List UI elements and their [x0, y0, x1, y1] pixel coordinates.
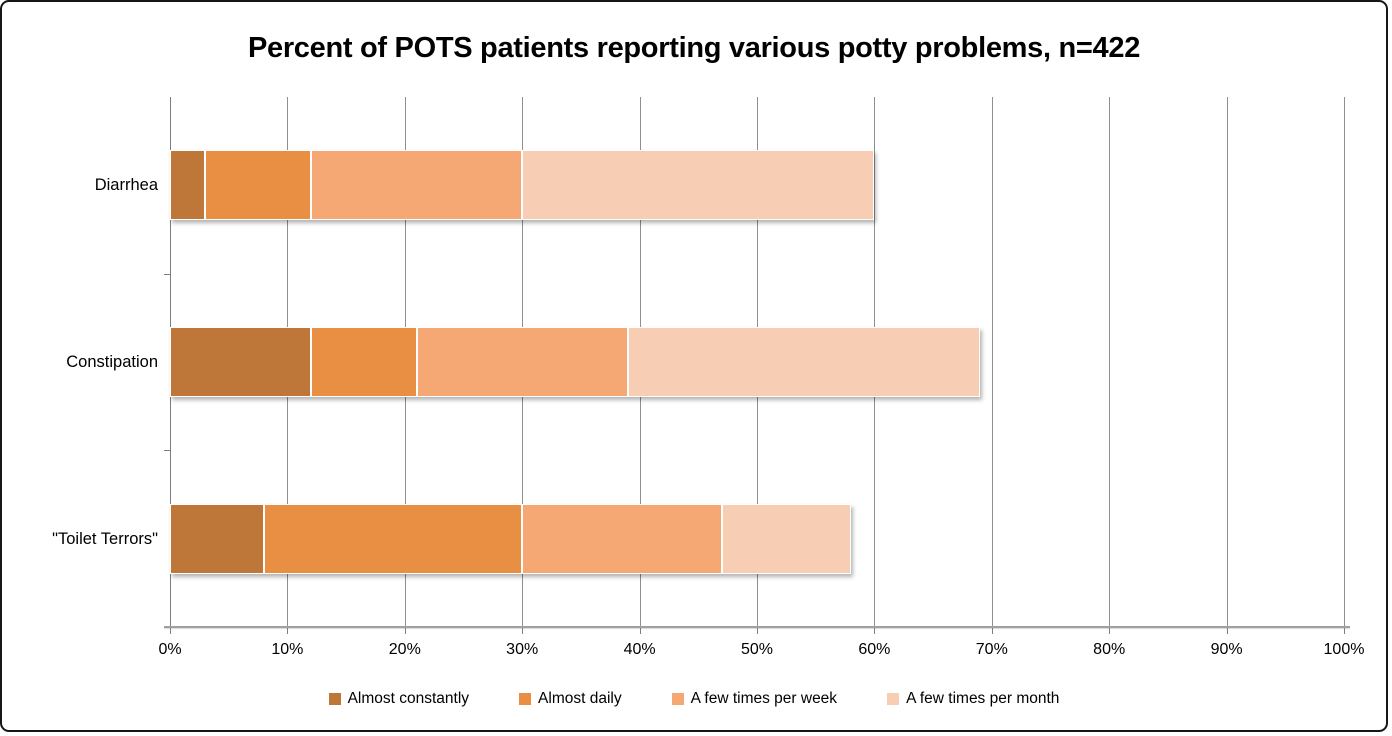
- legend-label: Almost daily: [538, 690, 622, 707]
- bar-segment: [627, 327, 981, 397]
- gridline: [1109, 97, 1111, 627]
- x-tick-mark: [404, 628, 406, 634]
- legend-swatch-icon: [671, 693, 684, 705]
- x-tick-mark: [1109, 628, 1111, 634]
- bar-segment: [721, 503, 851, 574]
- gridline: [991, 97, 993, 627]
- bar-segment: [310, 327, 417, 397]
- legend-swatch-icon: [519, 693, 532, 705]
- legend-item: A few times per week: [671, 690, 838, 708]
- bar-segment: [522, 503, 722, 574]
- x-axis-tick-label: 100%: [1323, 641, 1365, 658]
- x-tick-mark: [170, 628, 171, 634]
- bar-segment: [310, 150, 523, 221]
- stacked-bar-1: [170, 150, 875, 221]
- legend-item: Almost daily: [519, 690, 622, 708]
- legend-label: A few times per month: [906, 690, 1060, 707]
- legend-swatch-icon: [887, 693, 900, 705]
- x-tick-mark: [757, 628, 758, 634]
- x-axis-tick-label: 60%: [858, 641, 891, 658]
- stacked-bar-3: [170, 503, 851, 574]
- x-axis-tick-label: 80%: [1093, 641, 1126, 658]
- legend-swatch-icon: [328, 693, 341, 705]
- plot-area: [170, 97, 1345, 627]
- stacked-bar-2: [170, 327, 981, 397]
- category-label: Constipation: [66, 353, 158, 371]
- bar-segment: [170, 503, 264, 574]
- y-tick-mark: [164, 273, 171, 275]
- x-axis-tick-label: 0%: [158, 641, 182, 658]
- chart-title: Percent of POTS patients reporting vario…: [247, 32, 1141, 64]
- bar-segment: [170, 327, 311, 397]
- x-tick-mark: [874, 628, 876, 634]
- category-label: Diarrhea: [94, 176, 158, 195]
- y-tick-mark: [164, 450, 171, 452]
- x-axis-line: [164, 626, 1350, 628]
- legend-item: A few times per month: [887, 690, 1059, 708]
- gridline: [1344, 97, 1345, 627]
- category-label: "Toilet Terrors": [52, 529, 158, 548]
- legend-item: Almost constantly: [328, 690, 470, 708]
- x-axis-tick-label: 10%: [271, 641, 304, 658]
- x-axis-tick-label: 90%: [1210, 641, 1243, 658]
- x-tick-mark: [639, 628, 641, 634]
- legend: Almost constantly Almost daily A few times…: [2, 690, 1386, 708]
- bar-segment: [170, 150, 206, 221]
- bar-segment: [205, 150, 311, 221]
- x-tick-mark: [287, 628, 289, 634]
- x-tick-mark: [522, 628, 524, 634]
- gridline: [1226, 97, 1228, 627]
- legend-label: A few times per week: [690, 690, 838, 707]
- x-axis-tick-label: 70%: [975, 641, 1008, 658]
- bar-segment: [522, 150, 875, 221]
- x-tick-mark: [1344, 628, 1345, 634]
- bar-segment: [263, 503, 523, 574]
- x-axis-tick-label: 50%: [740, 641, 774, 658]
- x-axis-tick-label: 30%: [506, 641, 539, 658]
- legend-label: Almost constantly: [347, 690, 470, 707]
- bar-segment: [416, 327, 628, 397]
- x-tick-mark: [1226, 628, 1228, 634]
- x-axis-tick-label: 20%: [388, 641, 421, 658]
- x-axis-tick-label: 40%: [623, 641, 656, 658]
- x-tick-mark: [991, 628, 993, 634]
